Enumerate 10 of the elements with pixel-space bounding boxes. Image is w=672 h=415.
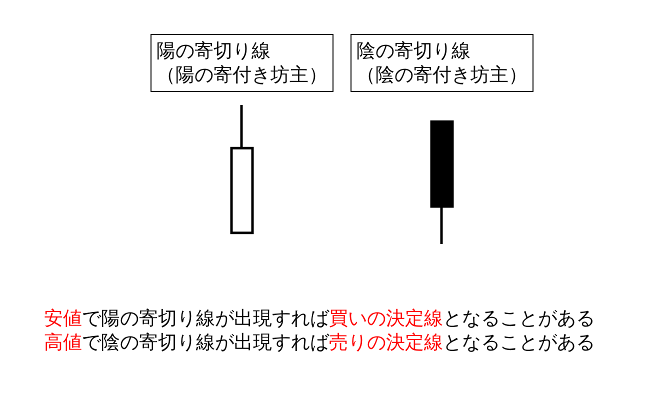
text: で陽の寄切り線が出現すれば [82,308,330,330]
text: で陰の寄切り線が出現すれば [82,332,330,354]
text: となることがある [443,308,595,330]
text: 買いの決定線 [329,308,443,330]
x-tick-label: 陽の寄切り線（陽の寄付き坊主） [156,40,328,86]
x-tick-label: 陰の寄切り線（陰の寄付き坊主） [356,40,528,86]
text: 高値 [44,332,82,354]
text: 売りの決定線 [329,332,443,354]
text: 安値 [44,308,82,330]
text: となることがある [443,332,595,354]
